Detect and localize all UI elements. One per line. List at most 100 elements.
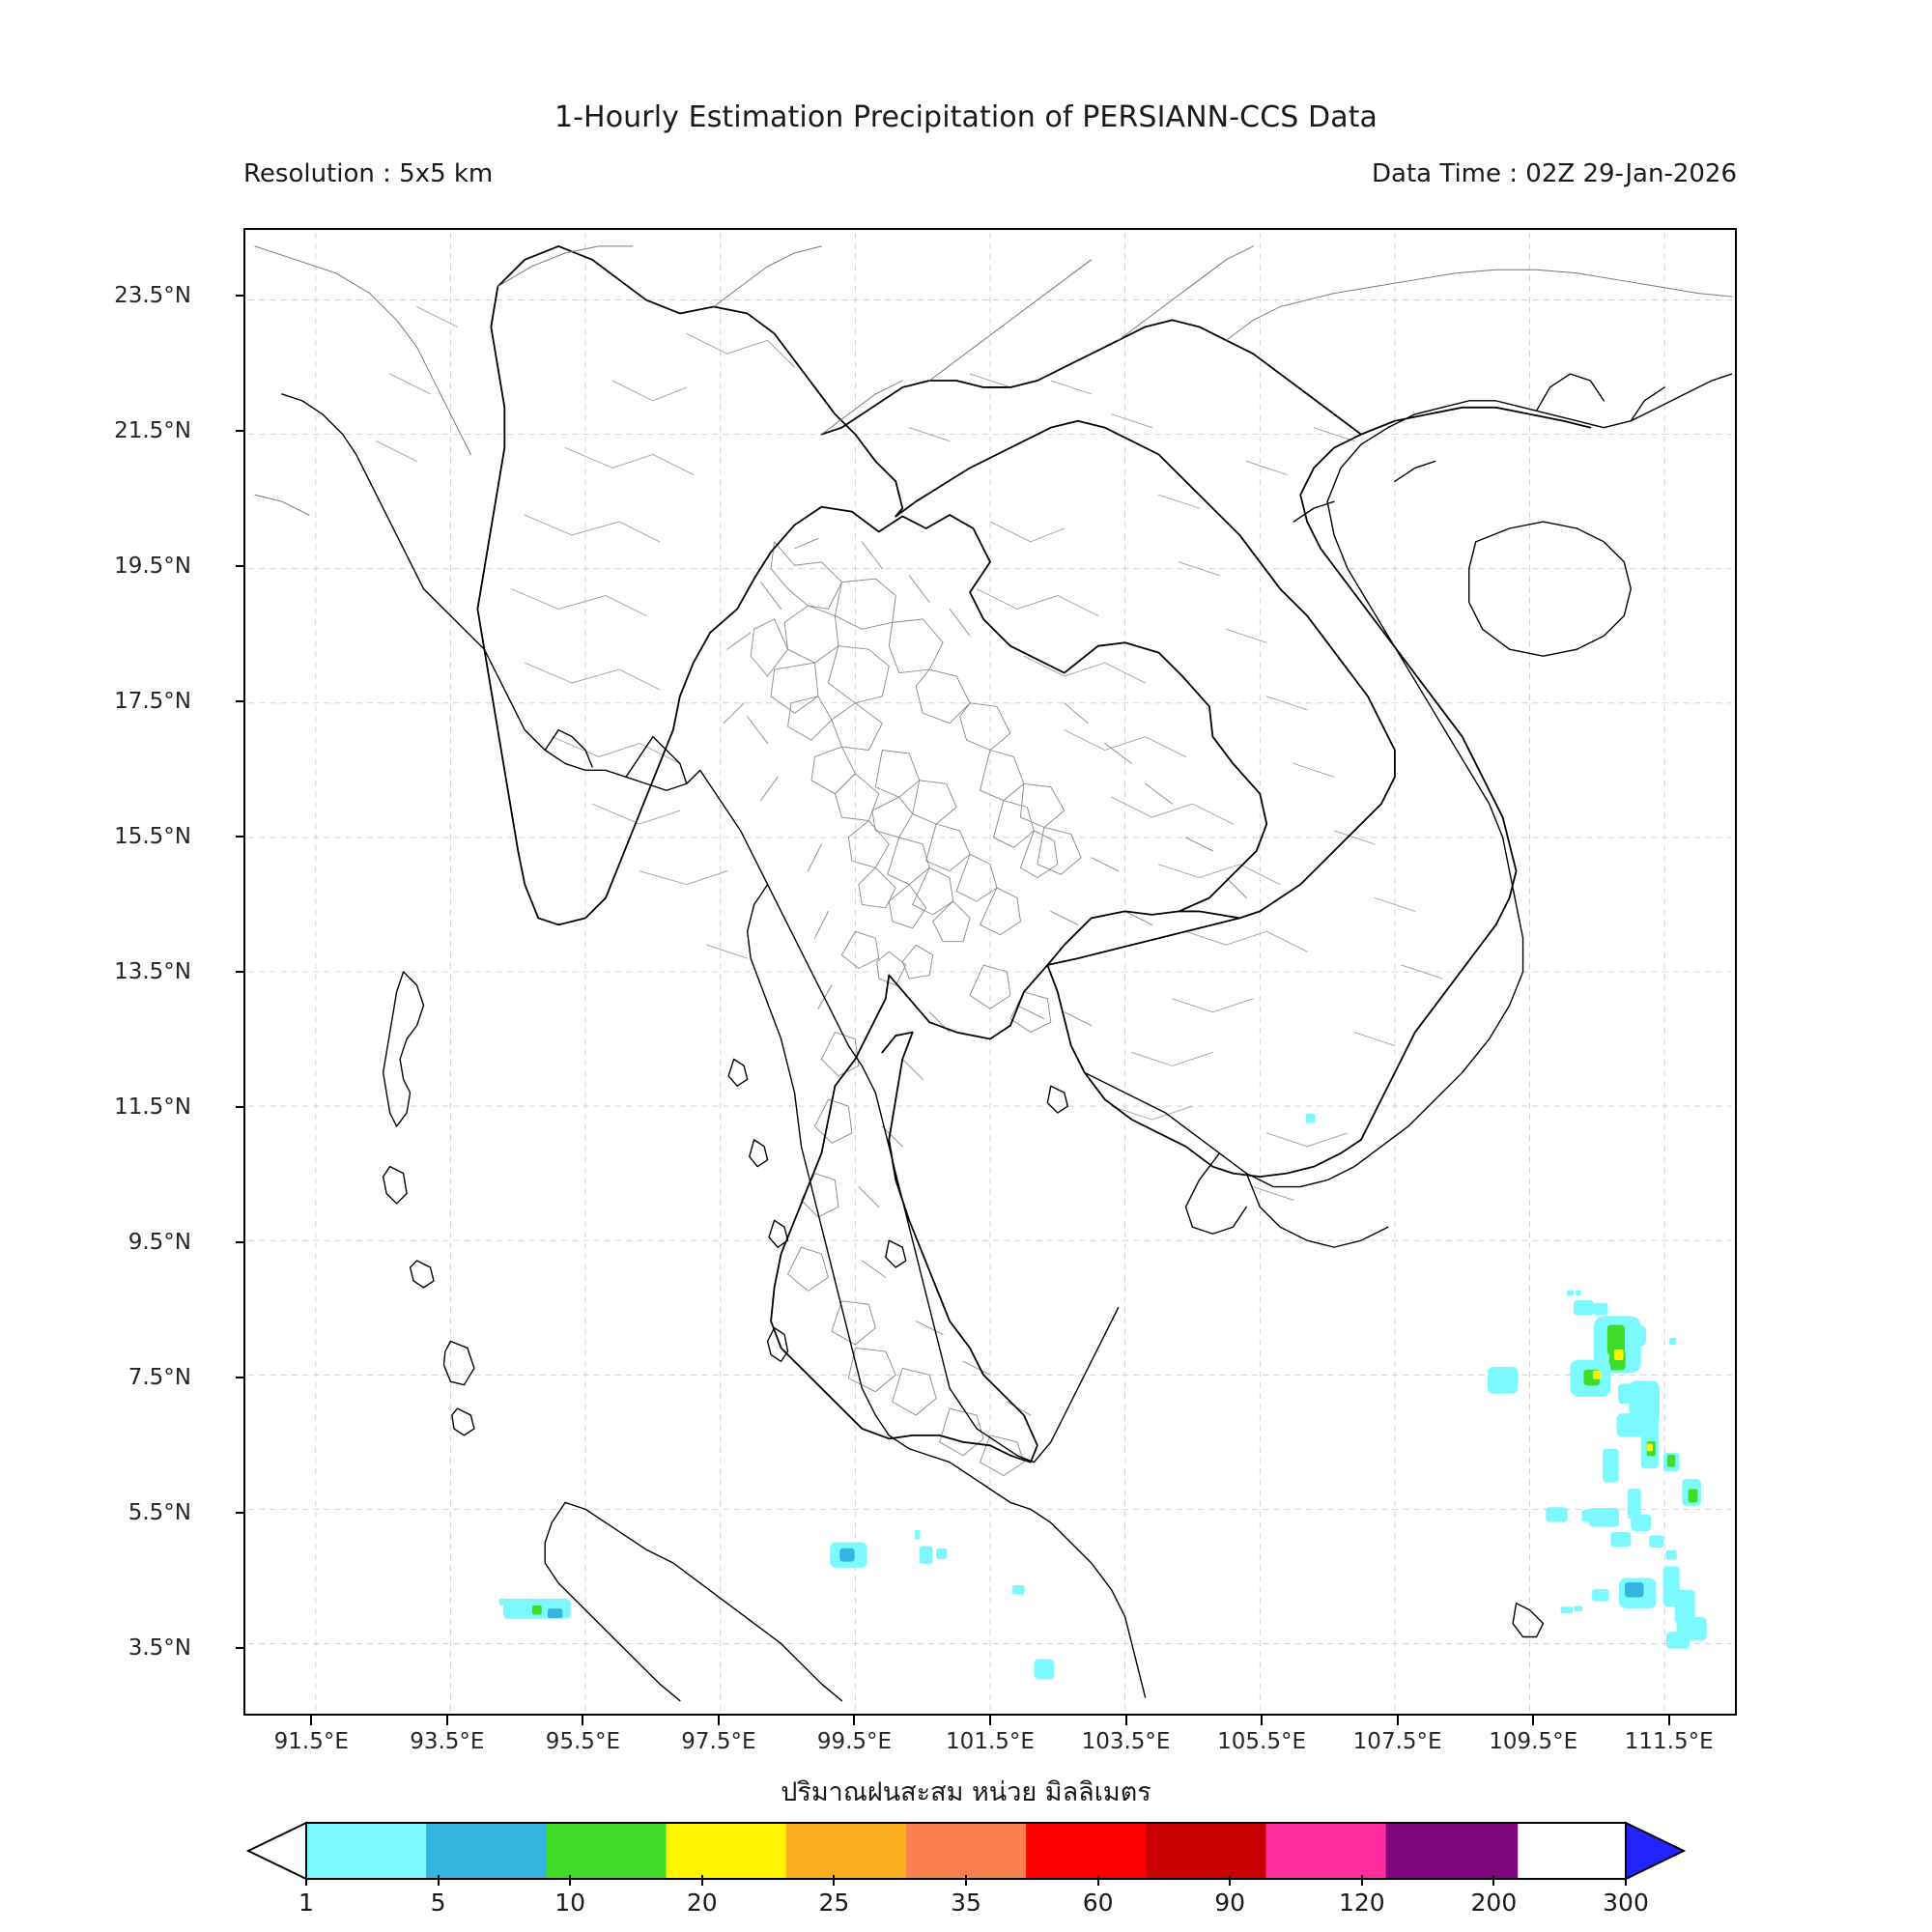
precipitation-cells (498, 1113, 1707, 1680)
x-axis-tick-mark (582, 1716, 584, 1725)
colorbar-band[interactable] (306, 1823, 439, 1879)
precipitation-cell (1546, 1507, 1568, 1522)
precipitation-cell (936, 1548, 948, 1559)
colorbar-tick-mark (965, 1875, 967, 1886)
x-axis-tick-mark (1124, 1716, 1127, 1725)
y-axis-tick-mark (236, 430, 244, 432)
precipitation-cell (1606, 1324, 1625, 1355)
y-axis-tick-label: 17.5°N (114, 689, 191, 714)
precipitation-cell (1602, 1448, 1619, 1483)
colorbar-band[interactable] (1026, 1823, 1158, 1879)
map-canvas[interactable] (248, 233, 1732, 1711)
colorbar-tick-label: 200 (1470, 1889, 1518, 1917)
precipitation-cell (1574, 1605, 1583, 1612)
x-axis-tick-mark (1396, 1716, 1399, 1725)
precipitation-cell (498, 1598, 508, 1605)
coastlines (281, 373, 1732, 1702)
colorbar-tick-mark (1360, 1875, 1363, 1886)
x-axis-tick-label: 105.5°E (1217, 1729, 1307, 1754)
precipitation-cell (1610, 1532, 1632, 1548)
precipitation-cell (1560, 1606, 1574, 1614)
y-axis-tick-label: 15.5°N (114, 824, 191, 849)
precipitation-cell (1592, 1589, 1609, 1602)
y-axis-tick-mark (236, 1512, 244, 1514)
colorbar-tick-label: 300 (1603, 1889, 1649, 1917)
x-axis-tick-mark (717, 1716, 720, 1725)
precipitation-cell (1631, 1514, 1652, 1531)
x-axis-tick-mark (853, 1716, 856, 1725)
y-axis-tick-label: 3.5°N (128, 1635, 191, 1661)
colorbar-tick-label: 60 (1082, 1889, 1114, 1917)
precipitation-cell (547, 1608, 563, 1619)
precipitation-cell (1649, 1535, 1664, 1548)
map-plot-frame[interactable] (243, 228, 1737, 1716)
x-axis-tick-mark (445, 1716, 448, 1725)
x-axis-tick-label: 97.5°E (681, 1729, 756, 1754)
colorbar-band[interactable] (785, 1823, 919, 1879)
colorbar-tick-label: 25 (818, 1889, 850, 1917)
colorbar-svg[interactable] (246, 1821, 1686, 1881)
y-axis-tick-mark (236, 700, 244, 702)
precipitation-cell (839, 1548, 855, 1562)
y-axis-tick-label: 9.5°N (128, 1230, 191, 1255)
colorbar-tick-label: 1 (298, 1889, 314, 1917)
x-axis-tick-mark (989, 1716, 991, 1725)
colorbar-band[interactable] (426, 1823, 558, 1879)
x-axis-tick-label: 95.5°E (545, 1729, 620, 1754)
x-axis-tick-label: 91.5°E (273, 1729, 349, 1754)
colorbar-tick-label: 10 (554, 1889, 586, 1917)
precipitation-cell (1573, 1300, 1594, 1316)
colorbar-tick-mark (1096, 1875, 1099, 1886)
precipitation-cell (1665, 1632, 1690, 1649)
country-boundaries (476, 245, 1592, 1463)
colorbar-band[interactable] (905, 1823, 1038, 1879)
precipitation-cell (1613, 1349, 1624, 1360)
x-axis-tick-label: 109.5°E (1489, 1729, 1578, 1754)
precipitation-cell (1674, 1589, 1695, 1624)
precipitation-cell (1305, 1113, 1316, 1123)
colorbar[interactable]: 1 5 10 20 25 35 60 90 120 200 300 (246, 1821, 1686, 1932)
colorbar-tick-mark (700, 1875, 703, 1886)
precipitation-cell (919, 1546, 933, 1564)
y-axis-tick-mark (236, 1377, 244, 1378)
precipitation-cell (1665, 1549, 1677, 1560)
y-axis-tick-mark (236, 971, 244, 973)
colorbar-tick-label: 90 (1214, 1889, 1246, 1917)
colorbar-tick-mark (1229, 1875, 1232, 1886)
y-axis-tick-mark (236, 1241, 244, 1243)
x-axis-tick-mark (1667, 1716, 1670, 1725)
colorbar-tick-mark (569, 1875, 572, 1886)
precipitation-cell (1688, 1489, 1698, 1503)
y-axis-tick-label: 19.5°N (114, 554, 191, 579)
x-axis-tick-mark (1532, 1716, 1535, 1725)
precipitation-cell (1629, 1380, 1660, 1423)
colorbar-band[interactable] (666, 1823, 799, 1879)
x-axis-tick-label: 103.5°E (1081, 1729, 1171, 1754)
colorbar-under-arrow (246, 1821, 307, 1881)
precipitation-cell (1576, 1290, 1581, 1296)
colorbar-band[interactable] (546, 1823, 678, 1879)
northern-borders (254, 245, 1732, 516)
colorbar-band[interactable] (1265, 1823, 1399, 1879)
precipitation-cell (1669, 1338, 1677, 1345)
x-axis-tick-label: 99.5°E (816, 1729, 893, 1754)
y-axis-tick-label: 21.5°N (114, 418, 191, 443)
colorbar-tick-mark (1492, 1875, 1495, 1886)
precipitation-cell (1503, 1371, 1519, 1385)
precipitation-cell (1624, 1582, 1644, 1598)
resolution-label: Resolution : 5x5 km (243, 159, 494, 188)
x-axis-tick-label: 111.5°E (1624, 1729, 1714, 1754)
colorbar-band[interactable] (1385, 1823, 1519, 1879)
colorbar-caption: ปริมาณฝนสะสม หน่วย มิลลิเมตร (781, 1777, 1151, 1807)
x-axis-tick-mark (310, 1716, 313, 1725)
x-axis-tick-label: 93.5°E (410, 1729, 485, 1754)
y-axis-tick-mark (236, 295, 244, 297)
y-axis-tick-mark (236, 565, 244, 567)
y-axis-tick-label: 23.5°N (114, 283, 191, 308)
colorbar-tick-label: 35 (951, 1889, 981, 1917)
y-axis-tick-mark (236, 836, 244, 838)
colorbar-tick-mark (833, 1875, 836, 1886)
colorbar-tick-label: 120 (1338, 1889, 1385, 1917)
colorbar-band[interactable] (1146, 1823, 1278, 1879)
precipitation-cell (1566, 1290, 1574, 1296)
